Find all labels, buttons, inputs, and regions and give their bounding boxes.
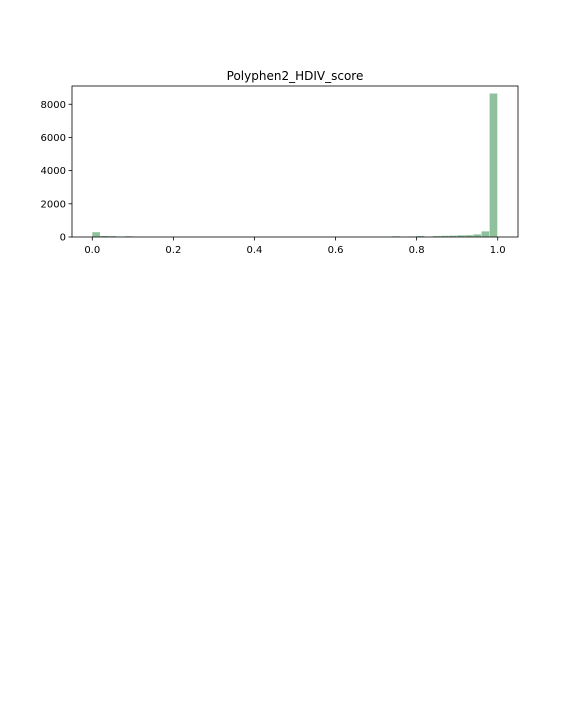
histogram-bar xyxy=(481,231,490,237)
y-tick-label: 0 xyxy=(60,233,66,244)
y-tick-label: 8000 xyxy=(41,100,66,111)
histogram-bar xyxy=(432,236,441,237)
x-tick-label: 0.4 xyxy=(247,245,263,256)
x-tick-label: 0.8 xyxy=(409,245,425,256)
x-axis: 0.0 0.2 0.4 0.6 0.8 1.0 xyxy=(84,237,506,256)
x-tick-label: 0.6 xyxy=(328,245,344,256)
histogram-bar xyxy=(108,236,117,237)
y-axis: 0 2000 4000 6000 8000 xyxy=(41,100,72,244)
histogram-bars xyxy=(92,93,498,237)
x-tick-label: 0.2 xyxy=(165,245,181,256)
plot-frame xyxy=(71,85,519,238)
chart-title: Polyphen2_HDIV_score xyxy=(227,69,364,83)
y-tick-label: 2000 xyxy=(41,199,66,210)
histogram-bar xyxy=(440,235,449,237)
histogram-bar xyxy=(473,234,482,237)
histogram-bar xyxy=(465,235,473,237)
histogram-bar xyxy=(100,236,109,237)
histogram-bar xyxy=(416,236,425,237)
x-tick-label: 0.0 xyxy=(84,245,100,256)
histogram-bar xyxy=(489,93,498,237)
histogram-bar xyxy=(449,235,457,237)
x-tick-label: 1.0 xyxy=(490,245,506,256)
histogram-bar xyxy=(92,232,100,237)
histogram-bar xyxy=(457,235,465,237)
y-tick-label: 4000 xyxy=(41,166,66,177)
y-tick-label: 6000 xyxy=(41,133,66,144)
